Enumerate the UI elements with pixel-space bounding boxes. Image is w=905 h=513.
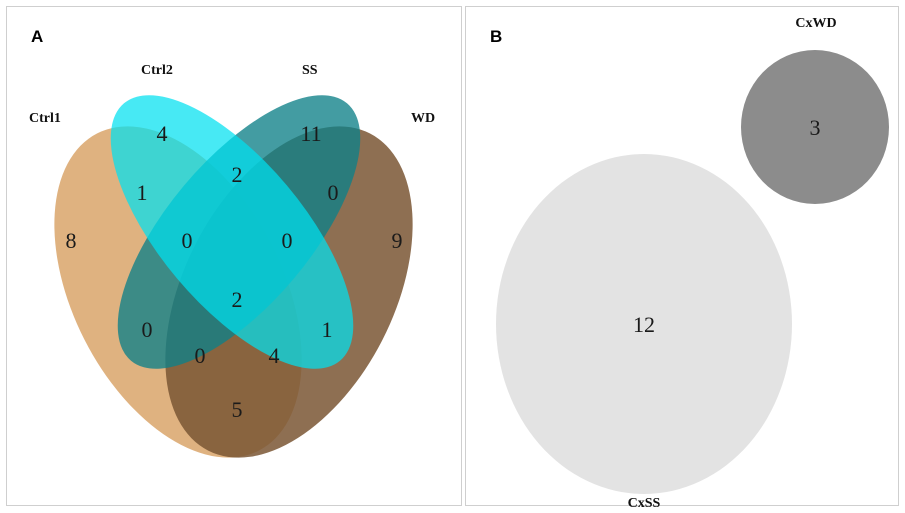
four-set-venn-diagram: Ctrl1 Ctrl2 SS WD 8 4 11 9 1 2 0 0 0 2 0… [29, 63, 435, 458]
venn-panel-b: B CxWD 3 12 CxSS [465, 6, 899, 507]
two-set-venn-diagram: CxWD 3 12 CxSS [496, 16, 889, 507]
ss-label: SS [302, 63, 318, 78]
panel-a-letter: A [31, 27, 44, 46]
ctrl1-only-count: 8 [66, 228, 77, 253]
all-four-count: 2 [232, 287, 243, 312]
ss-only-count: 11 [300, 121, 321, 146]
wd-label: WD [411, 111, 435, 126]
cxwd-label: CxWD [795, 16, 836, 31]
ctrl2-ss-count: 2 [232, 162, 243, 187]
ctrl2-ss-wd-count: 0 [282, 228, 293, 253]
ctrl1-ctrl2-ss-count: 0 [182, 228, 193, 253]
ctrl1-ss-count: 0 [142, 317, 153, 342]
ctrl1-ctrl2-count: 1 [137, 180, 148, 205]
cxss-circle [496, 154, 792, 494]
cxss-count: 12 [633, 312, 655, 337]
ctrl1-ctrl2-wd-count: 4 [269, 343, 280, 368]
cxwd-circle [741, 50, 889, 204]
cxwd-count: 3 [810, 115, 821, 140]
ctrl2-wd-count: 1 [322, 317, 333, 342]
wd-only-count: 9 [392, 228, 403, 253]
venn-panel-a: A Ctrl1 Ctrl2 SS WD 8 4 11 9 1 2 0 0 0 2… [6, 6, 462, 506]
ctrl1-label: Ctrl1 [29, 111, 61, 126]
cxss-label: CxSS [628, 496, 661, 507]
ctrl2-label: Ctrl2 [141, 63, 173, 78]
ss-wd-count: 0 [328, 180, 339, 205]
ctrl2-ellipse [110, 95, 354, 369]
ctrl2-only-count: 4 [157, 121, 168, 146]
ctrl1-ss-wd-count: 0 [195, 343, 206, 368]
ctrl1-wd-count: 5 [232, 397, 243, 422]
panel-b-letter: B [490, 27, 503, 46]
